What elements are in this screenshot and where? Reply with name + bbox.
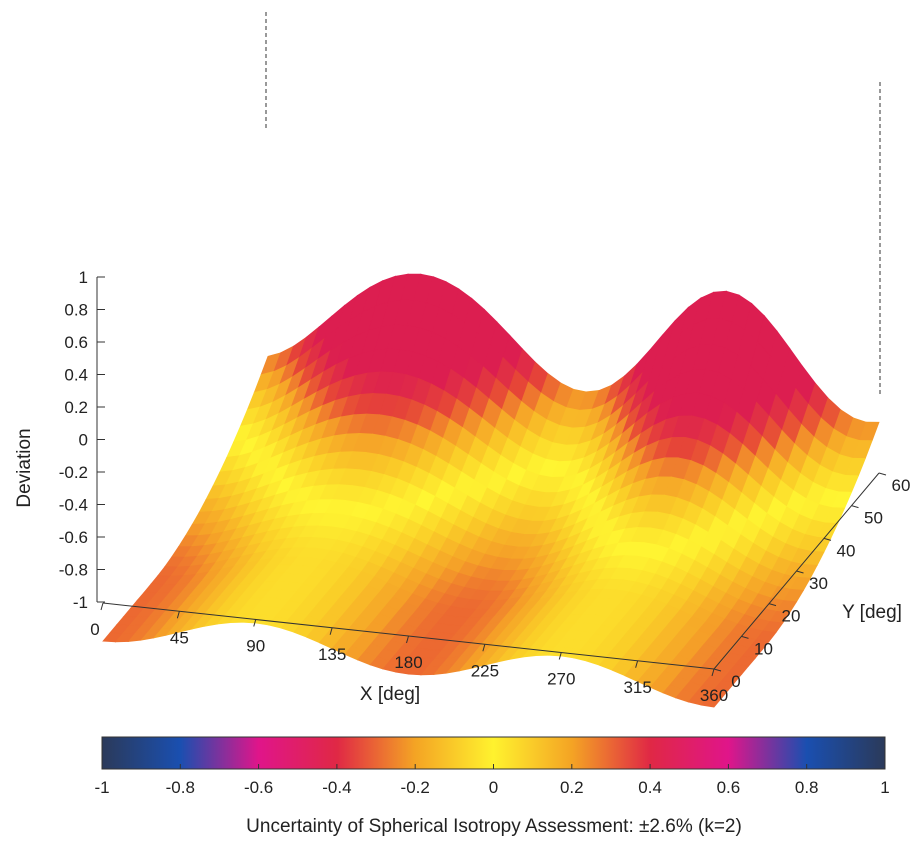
x-tick-label: 360 — [700, 686, 728, 705]
x-tick-mark — [711, 668, 715, 677]
y-tick-mark — [823, 537, 832, 541]
colorbar-tick-label: 0.2 — [560, 778, 584, 797]
y-tick-label: 30 — [809, 574, 828, 593]
z-tick-label: 0.4 — [64, 366, 88, 385]
z-tick-label: -0.2 — [59, 463, 88, 482]
z-tick-label: -0.8 — [59, 561, 88, 580]
colorbar-tick-label: 1 — [880, 778, 889, 797]
x-tick-mark — [482, 644, 486, 652]
y-tick-label: 0 — [731, 672, 740, 691]
y-tick-mark — [741, 635, 749, 639]
y-axis-title: Y [deg] — [842, 602, 902, 623]
y-tick-mark — [713, 668, 722, 672]
z-tick-label: 1 — [79, 268, 88, 287]
x-tick-label: 180 — [394, 653, 422, 672]
x-tick-label: 315 — [623, 678, 651, 697]
z-tick-label: 0.8 — [64, 301, 88, 320]
z-tick-label: -0.6 — [59, 528, 88, 547]
x-tick-label: 135 — [318, 645, 346, 664]
x-tick-mark — [406, 635, 409, 644]
colorbar-tick-label: -0.2 — [401, 778, 430, 797]
colorbar-tick-label: -0.4 — [322, 778, 351, 797]
z-tick-label: -1 — [73, 593, 88, 612]
y-tick-label: 40 — [837, 541, 856, 560]
y-tick-mark — [796, 570, 804, 574]
x-tick-mark — [558, 652, 562, 660]
y-tick-label: 60 — [892, 476, 911, 495]
x-tick-mark — [253, 619, 257, 627]
x-tick-label: 0 — [90, 620, 99, 639]
y-tick-label: 10 — [754, 639, 773, 658]
y-tick-label: 20 — [782, 607, 801, 626]
colorbar-tick-label: 0 — [489, 778, 498, 797]
x-tick-label: 45 — [170, 628, 189, 647]
x-tick-label: 90 — [246, 637, 265, 656]
z-tick-label: 0.2 — [64, 398, 88, 417]
x-tick-label: 225 — [471, 661, 499, 680]
y-axis: 0 10 20 30 40 50 60 — [713, 472, 911, 691]
colorbar-tick-label: -0.6 — [244, 778, 273, 797]
y-tick-mark — [851, 505, 859, 509]
colorbar-tick-label: -0.8 — [166, 778, 195, 797]
y-tick-mark — [768, 603, 777, 607]
y-tick-label: 50 — [864, 509, 883, 528]
colorbar-tick-label: -1 — [94, 778, 109, 797]
x-tick-mark — [635, 660, 639, 668]
colorbar: -1 -0.8 -0.6 -0.4 -0.2 0 0.2 0.4 0.6 0.8 1 — [94, 736, 890, 797]
z-axis: -1 -0.8 -0.6 -0.4 -0.2 0 0.2 0.4 0.6 0.8 1 — [59, 268, 105, 612]
y-tick-mark — [878, 472, 887, 476]
z-axis-title: Deviation — [14, 428, 35, 507]
x-axis: 0 45 90 135 180 225 270 315 360 — [90, 602, 728, 705]
x-axis-title: X [deg] — [360, 684, 420, 705]
z-tick-label: -0.4 — [59, 496, 88, 515]
x-tick-mark — [176, 611, 180, 619]
surface-cell — [700, 696, 722, 708]
colorbar-caption: Uncertainty of Spherical Isotropy Assess… — [246, 816, 742, 837]
z-tick-label: 0.6 — [64, 333, 88, 352]
colorbar-tick-label: 0.4 — [638, 778, 662, 797]
axis-guides — [265, 12, 881, 395]
deviation-surface — [102, 273, 880, 708]
x-tick-mark — [100, 602, 104, 611]
colorbar-tick-label: 0.6 — [717, 778, 741, 797]
z-tick-label: 0 — [79, 431, 88, 450]
x-tick-mark — [329, 627, 333, 635]
x-tick-label: 270 — [547, 670, 575, 689]
colorbar-tick-label: 0.8 — [795, 778, 819, 797]
